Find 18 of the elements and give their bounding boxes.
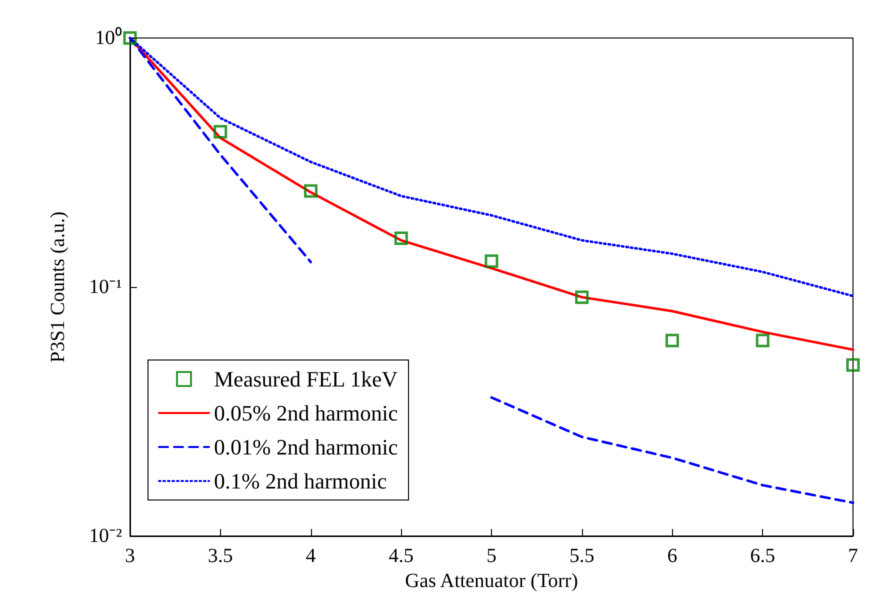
y-tick-label: 10⁻² — [89, 525, 122, 547]
y-tick-label: 10⁰ — [95, 26, 122, 49]
x-tick-label: 7 — [848, 545, 858, 567]
legend-label: 0.05% 2nd harmonic — [214, 400, 398, 426]
legend-label: 0.1% 2nd harmonic — [214, 468, 388, 494]
x-tick-label: 5.5 — [569, 545, 594, 567]
x-tick-label: 6.5 — [750, 545, 776, 567]
x-axis-title: Gas Attenuator (Torr) — [405, 570, 578, 592]
x-tick-label: 4.5 — [388, 545, 414, 567]
y-tick-label: 10⁻¹ — [89, 276, 122, 298]
legend-label: Measured FEL 1keV — [214, 366, 398, 392]
x-tick-label: 6 — [667, 545, 678, 567]
legend-label: 0.01% 2nd harmonic — [214, 434, 398, 460]
x-tick-label: 3.5 — [208, 545, 233, 567]
x-tick-label: 3 — [125, 545, 135, 567]
x-tick-label: 5 — [486, 545, 496, 567]
y-axis-title: P3S1 Counts (a.u.) — [47, 211, 69, 363]
x-tick-label: 4 — [306, 545, 316, 567]
